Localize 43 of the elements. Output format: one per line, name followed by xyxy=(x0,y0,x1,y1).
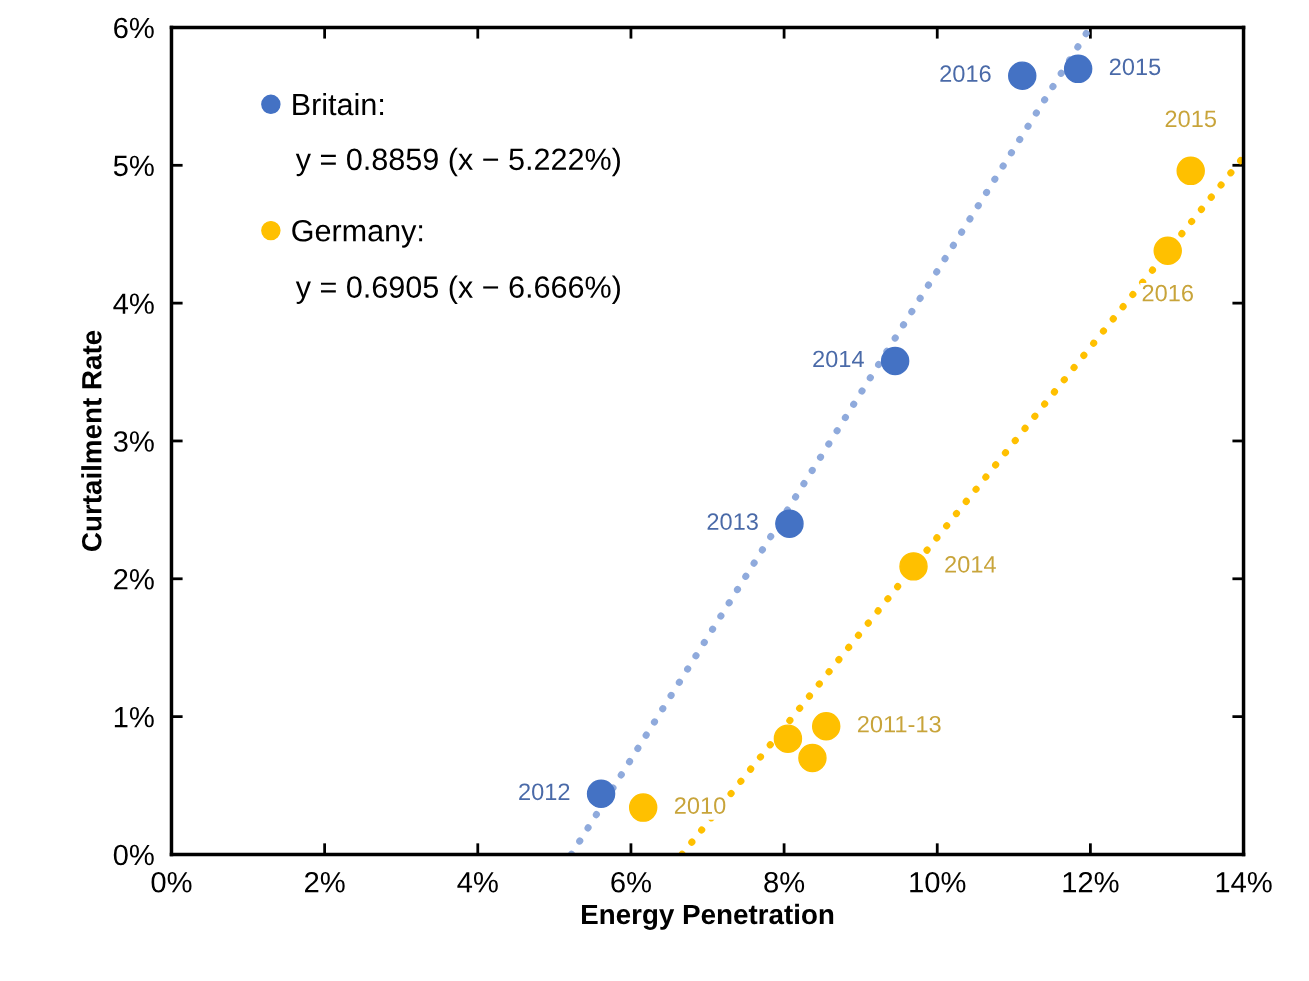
y-tick-label: 5% xyxy=(113,155,154,177)
legend-label: Britain: xyxy=(293,92,384,116)
x-tick-label: 14% xyxy=(1216,872,1272,893)
x-tick-label: 0% xyxy=(151,871,192,893)
x-tick-label: 12% xyxy=(1063,871,1119,893)
point xyxy=(1153,236,1182,265)
annotation: 2015 xyxy=(1109,58,1161,76)
x-tick-label: 4% xyxy=(457,872,498,893)
annotation: 2016 xyxy=(940,65,991,83)
point xyxy=(586,779,616,809)
point xyxy=(880,346,910,376)
y-tick-label: 4% xyxy=(113,293,154,314)
annotation: y = 0.6905 (x − 6.666%) xyxy=(295,275,620,304)
legend-label: Germany: xyxy=(292,219,423,248)
point xyxy=(1008,61,1037,90)
y-tick-label: 6% xyxy=(114,17,154,39)
point xyxy=(773,724,803,753)
y-tick-label: 3% xyxy=(113,431,154,452)
y-tick-label: 1% xyxy=(114,706,154,728)
annotation: 2011-13 xyxy=(857,715,941,733)
x-tick-label: 8% xyxy=(764,871,805,893)
point xyxy=(775,509,804,538)
annotation: 2016 xyxy=(1142,284,1193,302)
point xyxy=(798,743,827,773)
annotation: 2015 xyxy=(1165,110,1216,128)
annotation: 2014 xyxy=(813,350,864,368)
point xyxy=(899,552,928,581)
x-tick-label: 6% xyxy=(611,871,651,893)
annotation: 2010 xyxy=(674,797,726,814)
x-axis-title: Energy Penetration xyxy=(582,903,834,930)
x-tick-label: 2% xyxy=(305,871,345,893)
x-tick-label: 10% xyxy=(910,871,966,893)
annotation: 2012 xyxy=(519,783,570,801)
y-tick-label: 0% xyxy=(113,844,154,866)
point xyxy=(1176,156,1205,186)
point xyxy=(1063,54,1093,84)
annotation: y = 0.8859 (x − 5.222%) xyxy=(295,147,620,177)
annotation: 2014 xyxy=(945,556,996,573)
point xyxy=(811,712,841,741)
annotation: 2013 xyxy=(707,513,758,530)
point xyxy=(628,793,658,822)
y-axis-title: Curtailment Rate xyxy=(81,330,102,551)
y-tick-label: 2% xyxy=(114,568,154,590)
